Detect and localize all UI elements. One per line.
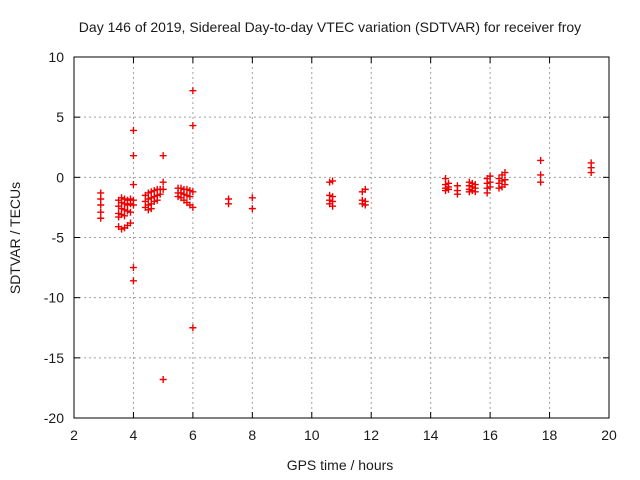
data-point: [159, 185, 167, 193]
data-point: [129, 181, 137, 189]
data-point: [156, 190, 164, 198]
x-tick-label: 10: [304, 427, 320, 443]
data-point: [129, 126, 137, 134]
x-axis-label: GPS time / hours: [287, 457, 394, 473]
data-point: [129, 264, 137, 272]
data-point: [329, 202, 337, 210]
y-tick-label: -5: [52, 230, 65, 246]
data-points: [97, 87, 595, 383]
data-point: [361, 201, 369, 209]
data-point: [126, 208, 134, 216]
data-point: [445, 185, 452, 193]
data-point: [537, 156, 545, 164]
data-point: [537, 178, 545, 186]
y-tick-label: -15: [44, 350, 64, 366]
data-point: [159, 178, 167, 186]
x-tick-label: 20: [601, 427, 617, 443]
data-point: [129, 277, 137, 285]
data-point: [186, 193, 194, 201]
data-point: [97, 189, 105, 197]
data-point: [442, 175, 450, 183]
data-point: [126, 219, 134, 227]
y-axis-label: SDTVAR / TECUs: [7, 182, 23, 294]
axis-ticks: 2 4 6 8 10 12 14 16 18 20 -20 -15 -10 -5 0 5 10: [44, 49, 617, 443]
data-point: [97, 214, 105, 222]
data-point: [129, 152, 137, 160]
data-point: [587, 169, 595, 177]
x-tick-label: 2: [70, 427, 78, 443]
data-point: [501, 169, 509, 177]
data-point: [97, 208, 105, 216]
x-tick-label: 4: [130, 427, 138, 443]
data-point: [189, 324, 197, 332]
y-tick-label: 10: [48, 49, 64, 65]
data-point: [486, 183, 494, 191]
data-point: [537, 171, 545, 179]
data-point: [329, 177, 337, 185]
data-point: [248, 194, 256, 202]
x-tick-label: 14: [423, 427, 439, 443]
x-tick-label: 18: [542, 427, 558, 443]
data-point: [147, 205, 155, 213]
y-tick-label: 5: [56, 109, 64, 125]
x-tick-label: 8: [248, 427, 256, 443]
x-tick-label: 6: [189, 427, 197, 443]
data-point: [189, 188, 197, 196]
chart-title: Day 146 of 2019, Sidereal Day-to-day VTE…: [79, 19, 581, 35]
x-tick-label: 12: [363, 427, 379, 443]
grid-lines: [74, 57, 609, 418]
data-point: [97, 195, 105, 203]
x-tick-label: 16: [482, 427, 498, 443]
data-point: [361, 185, 369, 193]
data-point: [483, 189, 491, 197]
data-point: [97, 201, 105, 209]
y-tick-label: -20: [44, 410, 64, 426]
y-tick-label: -10: [44, 290, 64, 306]
data-point: [471, 188, 479, 196]
data-point: [121, 212, 129, 220]
data-point: [248, 205, 256, 213]
data-point: [486, 172, 494, 180]
data-point: [153, 196, 161, 204]
data-point: [189, 203, 197, 211]
plot-frame: [73, 56, 610, 419]
data-point: [189, 122, 197, 130]
y-tick-label: 0: [56, 169, 64, 185]
data-point: [129, 201, 137, 209]
data-point: [501, 181, 509, 189]
data-point: [189, 87, 197, 95]
data-point: [159, 152, 167, 160]
data-point: [225, 200, 233, 208]
data-point: [453, 190, 461, 198]
data-point: [159, 375, 167, 383]
